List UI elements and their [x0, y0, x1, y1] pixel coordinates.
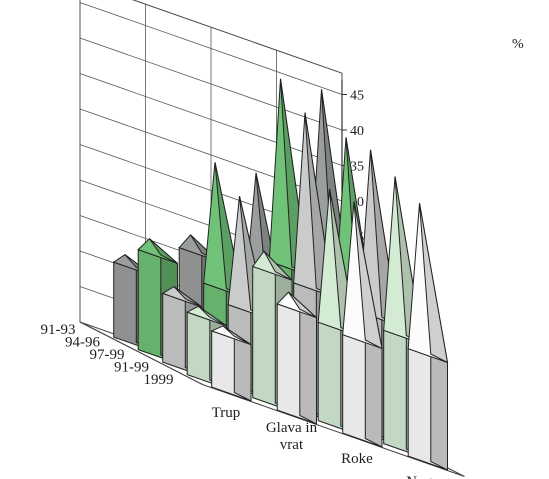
series-label: 91-93 — [40, 322, 75, 338]
bar-1999-Noge — [407, 203, 449, 471]
category-label-line: Trup — [212, 405, 241, 421]
category-label-line: vrat — [280, 437, 304, 453]
series-label: 1999 — [143, 372, 173, 388]
category-label: Trup — [212, 405, 241, 421]
z-tick-label: 35 — [350, 160, 364, 175]
unit-label: % — [512, 37, 524, 52]
category-label: Noge — [406, 474, 439, 479]
z-tick-label: 45 — [350, 89, 364, 104]
category-label-line: Glava in — [266, 420, 318, 436]
category-label: Roke — [341, 451, 373, 467]
z-tick-label: 40 — [350, 124, 364, 139]
bar-1999-Glava-in-vrat — [276, 291, 317, 425]
bar-1999-Trup — [210, 325, 252, 402]
category-label-line: Roke — [341, 451, 373, 467]
category-label-line: Noge — [406, 474, 439, 479]
bars — [112, 78, 449, 471]
series-label: 94-96 — [65, 334, 100, 350]
bar-1999-Roke — [342, 201, 383, 448]
series-label: 97-99 — [89, 347, 124, 363]
series-label: 91-99 — [114, 359, 149, 375]
category-label: Glava in vrat — [266, 420, 318, 453]
